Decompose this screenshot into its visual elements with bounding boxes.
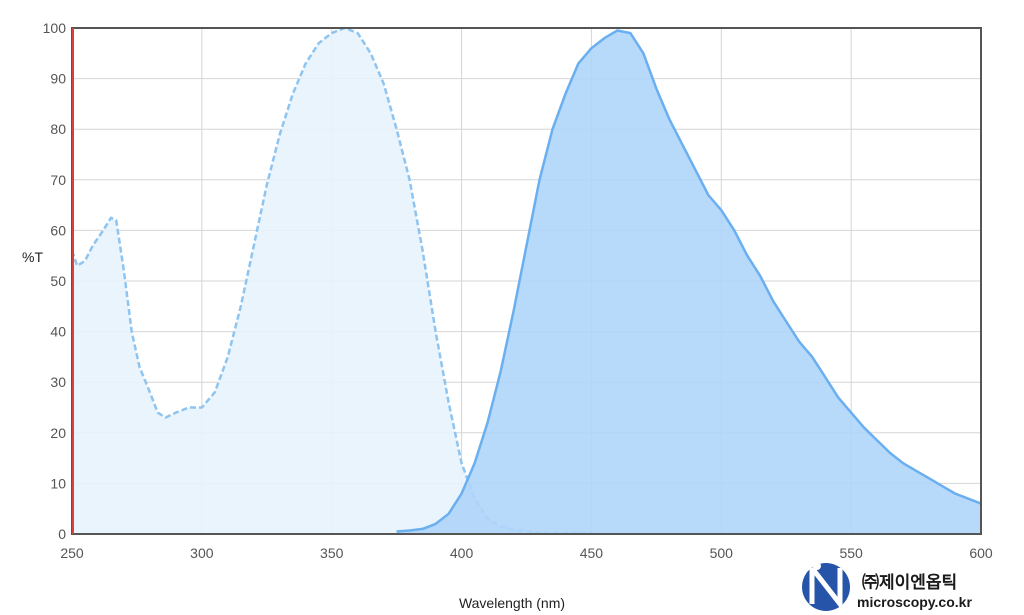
series-0-line <box>70 26 592 535</box>
x-tick-label-4: 450 <box>580 545 604 561</box>
y-tick-label-4: 40 <box>50 324 66 340</box>
x-tick-label-6: 550 <box>839 545 863 561</box>
y-tick-label-10: 100 <box>43 20 67 36</box>
x-axis-ticks: 250 300 350 400 450 500 550 600 <box>60 545 993 561</box>
y-tick-label-0: 0 <box>58 526 66 542</box>
y-tick-label-1: 10 <box>50 475 66 491</box>
y-tick-label-7: 70 <box>50 172 66 188</box>
y-tick-label-2: 20 <box>50 425 66 441</box>
x-axis-title: Wavelength (nm) <box>459 595 565 611</box>
company-name: ㈜제이엔옵틱 <box>862 572 957 593</box>
y-axis-title: %T <box>22 249 43 265</box>
series-1-line <box>396 29 982 533</box>
series-1-area <box>396 30 982 534</box>
y-tick-label-8: 80 <box>50 121 66 137</box>
y-tick-label-9: 90 <box>50 71 66 87</box>
x-tick-label-3: 400 <box>450 545 474 561</box>
series-layer <box>70 26 982 535</box>
y-axis-ticks: 0 10 20 30 40 50 60 70 80 90 100 <box>43 20 67 542</box>
y-tick-label-5: 50 <box>50 273 66 289</box>
jn-logo-icon <box>802 562 850 612</box>
x-tick-label-1: 300 <box>190 545 214 561</box>
x-tick-label-0: 250 <box>60 545 84 561</box>
company-url: microscopy.co.kr <box>857 594 972 610</box>
company-logo: ㈜제이엔옵틱 microscopy.co.kr <box>802 562 972 612</box>
y-tick-label-6: 60 <box>50 222 66 238</box>
x-tick-label-7: 600 <box>969 545 993 561</box>
x-tick-label-5: 500 <box>710 545 734 561</box>
x-tick-label-2: 350 <box>320 545 344 561</box>
y-tick-label-3: 30 <box>50 374 66 390</box>
